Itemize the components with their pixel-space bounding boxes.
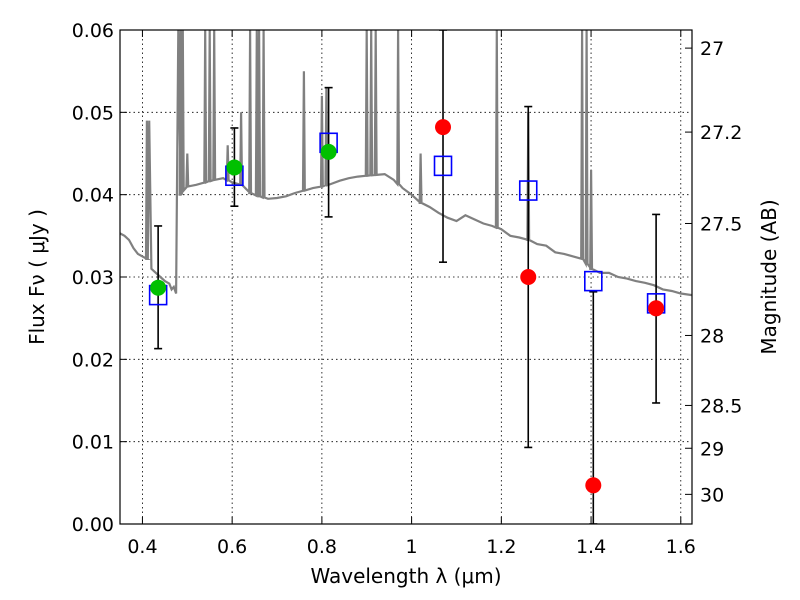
model-square-marker	[518, 180, 538, 201]
right-tick-label: 29	[700, 438, 724, 460]
right-tick-label: 27.2	[700, 122, 742, 144]
right-axis-label: Magnitude (AB)	[757, 199, 781, 354]
flux-point-marker	[435, 119, 452, 136]
error-bars	[154, 30, 661, 524]
y-tick-label: 0.03	[72, 267, 114, 289]
y-tick-label: 0.05	[72, 102, 114, 124]
x-tick-label: 1.6	[666, 536, 696, 558]
right-axis-ticks: 27 27.2 27.5 28 28.5 29 30	[685, 38, 742, 506]
right-tick-label: 27	[700, 38, 724, 60]
x-tick-label: 0.8	[307, 536, 337, 558]
y-tick-label: 0.06	[72, 20, 114, 42]
model-photometry-squares	[148, 132, 666, 314]
right-tick-label: 28.5	[700, 395, 742, 417]
x-tick-label: 0.6	[217, 536, 247, 558]
y-tick-label: 0.02	[72, 349, 114, 371]
model-square-marker	[584, 270, 603, 292]
plot-area	[120, 30, 692, 524]
y-tick-label: 0.01	[72, 432, 114, 454]
x-tick-label: 1	[406, 536, 418, 558]
right-tick-label: 27.5	[700, 213, 742, 235]
flux-point-marker	[520, 269, 537, 285]
y-tick-label: 0.04	[72, 185, 114, 207]
y-axis-label: Flux Fν ( μJy )	[25, 209, 49, 345]
flux-point-marker	[226, 159, 243, 176]
x-axis-label: Wavelength λ (μm)	[310, 564, 501, 588]
observed-photometry-points	[150, 119, 665, 494]
flux-point-marker	[648, 300, 665, 317]
x-tick-label: 1.4	[576, 536, 606, 558]
right-tick-label: 28	[700, 325, 724, 347]
right-tick-label: 30	[700, 484, 724, 506]
model-spectrum-line	[120, 30, 692, 297]
x-axis-ticks: 0.4 0.6 0.8 1 1.2 1.4 1.6	[127, 30, 696, 558]
flux-point-marker	[585, 477, 602, 494]
flux-point-marker	[150, 279, 167, 296]
y-axis-ticks: 0.00 0.01 0.02 0.03 0.04 0.05 0.06	[72, 20, 127, 536]
model-square-marker	[433, 155, 453, 177]
flux-point-marker	[320, 143, 337, 160]
x-tick-label: 1.2	[486, 536, 516, 558]
x-tick-label: 0.4	[127, 536, 157, 558]
y-tick-label: 0.00	[72, 514, 114, 536]
